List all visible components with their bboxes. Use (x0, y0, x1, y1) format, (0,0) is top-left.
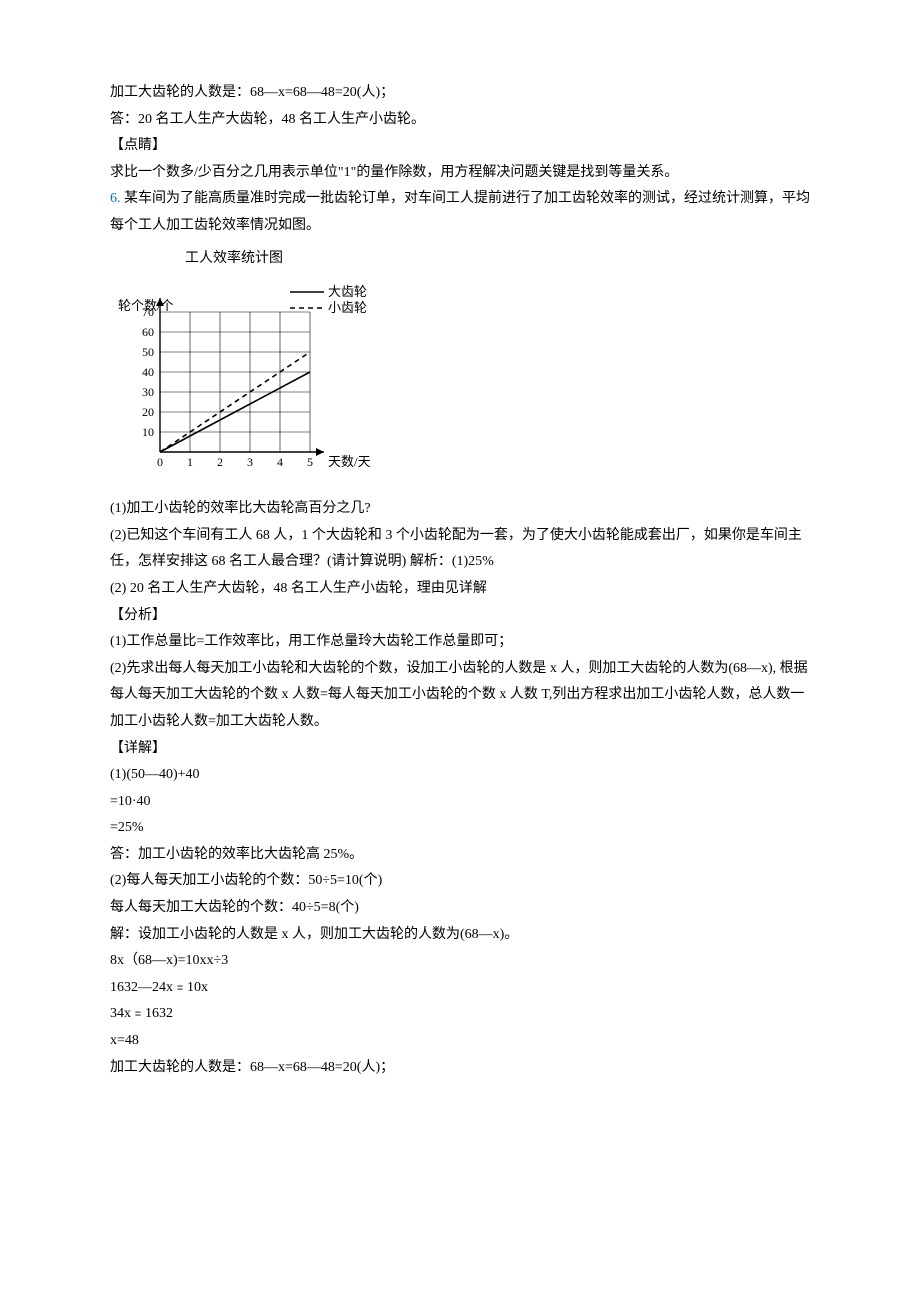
calc-line: (2)每人每天加工小齿轮的个数：50÷5=10(个) (110, 868, 810, 895)
calc-line: =10·40 (110, 789, 810, 816)
section-xiangjie: 【详解】 (110, 736, 810, 763)
svg-text:大齿轮: 大齿轮 (328, 284, 367, 299)
text-line: 求比一个数多/少百分之几用表示单位"1"的量作除数，用方程解决问题关键是找到等量… (110, 160, 810, 187)
svg-text:0: 0 (157, 455, 163, 469)
problem-6: 6. 某车间为了能高质量准时完成一批齿轮订单，对车间工人提前进行了加工齿轮效率的… (110, 186, 810, 239)
section-dianjing: 【点睛】 (110, 133, 810, 160)
answer-line: 答：加工小齿轮的效率比大齿轮高 25%。 (110, 842, 810, 869)
problem-text: 某车间为了能高质量准时完成一批齿轮订单，对车间工人提前进行了加工齿轮效率的测试，… (110, 191, 810, 233)
svg-text:60: 60 (142, 325, 154, 339)
svg-text:40: 40 (142, 365, 154, 379)
question-2: (2)已知这个车间有工人 68 人，1 个大齿轮和 3 个小齿轮配为一套，为了使… (110, 523, 810, 576)
svg-text:20: 20 (142, 405, 154, 419)
svg-text:3: 3 (247, 455, 253, 469)
calc-line: 加工大齿轮的人数是：68—x=68—48=20(人)； (110, 1055, 810, 1082)
calc-line: 1632—24x﹦10x (110, 975, 810, 1002)
svg-text:4: 4 (277, 455, 283, 469)
chart-title: 工人效率统计图 (185, 246, 810, 273)
answer-2: (2) 20 名工人生产大齿轮，48 名工人生产小齿轮，理由见详解 (110, 576, 810, 603)
calc-line: 34x﹦1632 (110, 1001, 810, 1028)
calc-line: 解：设加工小齿轮的人数是 x 人，则加工大齿轮的人数为(68—x)。 (110, 922, 810, 949)
svg-text:1: 1 (187, 455, 193, 469)
svg-text:50: 50 (142, 345, 154, 359)
text-line: (1)工作总量比=工作效率比，用工作总量玲大齿轮工作总量即可； (110, 629, 810, 656)
chart-svg: 01234510203040506070轮个数/个天数/天大齿轮小齿轮 (110, 272, 410, 482)
svg-text:10: 10 (142, 425, 154, 439)
svg-text:30: 30 (142, 385, 154, 399)
efficiency-chart: 工人效率统计图 01234510203040506070轮个数/个天数/天大齿轮… (110, 246, 810, 483)
question-1: (1)加工小齿轮的效率比大齿轮高百分之几? (110, 496, 810, 523)
text-line: 答：20 名工人生产大齿轮，48 名工人生产小齿轮。 (110, 107, 810, 134)
section-fenxi: 【分析】 (110, 603, 810, 630)
calc-line: 8x（68—x)=10xx÷3 (110, 948, 810, 975)
problem-number: 6. (110, 191, 124, 206)
svg-text:2: 2 (217, 455, 223, 469)
calc-line: x=48 (110, 1028, 810, 1055)
text-line: (2)先求出每人每天加工小齿轮和大齿轮的个数，设加工小齿轮的人数是 x 人，则加… (110, 656, 810, 736)
svg-text:小齿轮: 小齿轮 (328, 300, 367, 315)
calc-line: 每人每天加工大齿轮的个数：40÷5=8(个) (110, 895, 810, 922)
text-line: 加工大齿轮的人数是：68—x=68—48=20(人)； (110, 80, 810, 107)
svg-text:轮个数/个: 轮个数/个 (118, 298, 174, 313)
calc-line: (1)(50—40)+40 (110, 762, 810, 789)
svg-text:天数/天: 天数/天 (328, 454, 371, 469)
svg-text:5: 5 (307, 455, 313, 469)
calc-line: =25% (110, 815, 810, 842)
